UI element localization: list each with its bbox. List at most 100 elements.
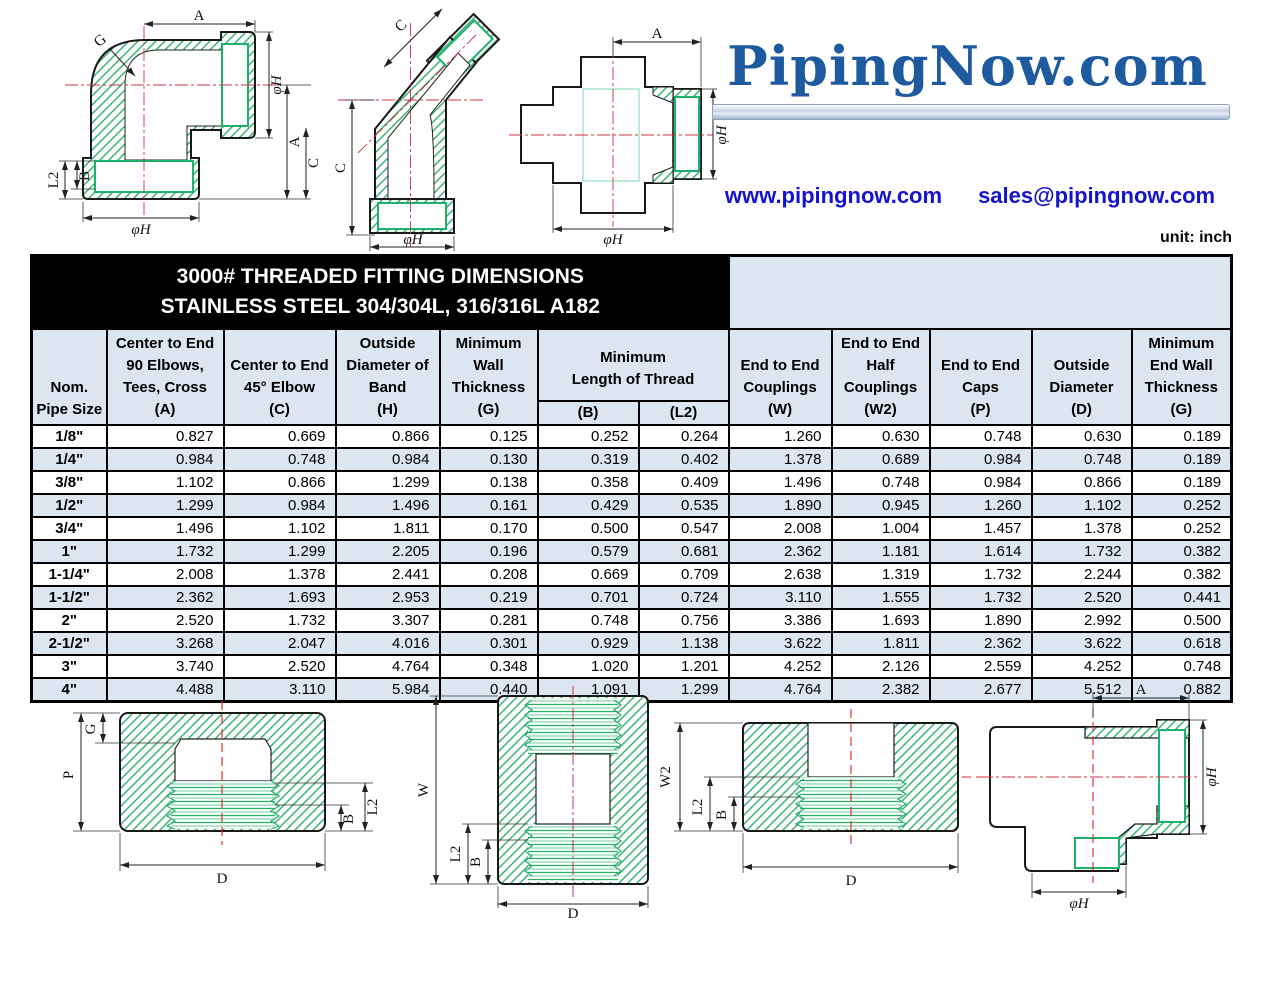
dimension-value-cell: 1.693 bbox=[830, 607, 931, 633]
dimension-value-cell: 4.764 bbox=[727, 676, 833, 703]
col-header-d: Outside Diameter (D) bbox=[1030, 327, 1133, 426]
elbow-45-bore bbox=[387, 52, 471, 200]
dimension-value-cell: 0.219 bbox=[438, 584, 539, 610]
dimension-value-cell: 0.748 bbox=[1130, 653, 1233, 679]
dimension-value-cell: 1.319 bbox=[830, 561, 931, 587]
dimension-value-cell: 0.724 bbox=[637, 584, 730, 610]
dimension-value-cell: 2.047 bbox=[222, 630, 337, 656]
dimension-value-cell: 0.748 bbox=[536, 607, 640, 633]
dimension-value-cell: 0.281 bbox=[438, 607, 539, 633]
pipe-size-cell: 3" bbox=[30, 653, 108, 679]
dimension-value-cell: 0.358 bbox=[536, 469, 640, 495]
dimension-value-cell: 0.748 bbox=[222, 446, 337, 472]
extension-lines bbox=[552, 37, 717, 233]
elbow-90-bore bbox=[124, 49, 224, 161]
dimension-value-cell: 0.748 bbox=[1030, 446, 1133, 472]
coupling-zigzag-br bbox=[612, 825, 623, 877]
dimension-value-cell: 0.252 bbox=[536, 423, 640, 449]
dimension-value-cell: 0.252 bbox=[1130, 515, 1233, 541]
dimension-value-cell: 2.362 bbox=[105, 584, 225, 610]
dimension-value-cell: 1.260 bbox=[928, 492, 1033, 518]
table-row: 2-1/2" 3.268 2.047 4.016 0.301 0.929 1.138 3.62… bbox=[30, 630, 1233, 656]
unit-label: unit: inch bbox=[1160, 229, 1232, 246]
cap-thread-zigzag-right bbox=[269, 780, 281, 830]
logo-text: PipingNow.com bbox=[727, 34, 1208, 98]
dimension-value-cell: 2.126 bbox=[830, 653, 931, 679]
dimension-value-cell: 0.866 bbox=[1030, 469, 1133, 495]
pipe-size-cell: 1-1/2" bbox=[30, 584, 108, 610]
dimension-value-cell: 1.732 bbox=[928, 561, 1033, 587]
dimension-value-cell: 1.201 bbox=[637, 653, 730, 679]
dimension-value-cell: 1.496 bbox=[105, 515, 225, 541]
dimension-value-cell: 4.252 bbox=[727, 653, 833, 679]
dim-label-w: W bbox=[416, 782, 432, 797]
extension-lines bbox=[674, 722, 959, 873]
dimension-value-cell: 0.984 bbox=[928, 469, 1033, 495]
dimension-value-cell: 2.520 bbox=[105, 607, 225, 633]
dimension-value-cell: 2.520 bbox=[1030, 584, 1133, 610]
dim-label-c-diag: C bbox=[392, 17, 410, 35]
title-row: 3000# THREADED FITTING DIMENSIONS STAINL… bbox=[30, 254, 1233, 330]
dimension-value-cell: 0.669 bbox=[222, 423, 337, 449]
dimension-value-cell: 0.984 bbox=[928, 446, 1033, 472]
website-link[interactable]: www.pipingnow.com bbox=[724, 183, 943, 208]
dim-label-b: B bbox=[468, 857, 484, 867]
dimension-value-cell: 0.170 bbox=[438, 515, 539, 541]
dimension-value-cell: 2.677 bbox=[928, 676, 1033, 703]
dimension-value-cell: 1.378 bbox=[1030, 515, 1133, 541]
table-row: 1/4" 0.984 0.748 0.984 0.130 0.319 0.402 1.378 0… bbox=[30, 446, 1233, 472]
dimension-value-cell: 0.669 bbox=[536, 561, 640, 587]
dim-label-b: B bbox=[341, 814, 357, 824]
coupling-zigzag-tl bbox=[523, 699, 534, 751]
table-title-line2: STAINLESS STEEL 304/304L, 316/316L A182 bbox=[160, 295, 600, 319]
col-header-thread: Minimum Length of Thread (B) (L2) bbox=[536, 327, 730, 426]
dimension-value-cell: 0.208 bbox=[438, 561, 539, 587]
dimension-value-cell: 0.319 bbox=[536, 446, 640, 472]
dimension-value-cell: 2.520 bbox=[222, 653, 337, 679]
dimension-value-cell: 1.004 bbox=[830, 515, 931, 541]
dimension-value-cell: 0.189 bbox=[1130, 446, 1233, 472]
dim-label-g: G bbox=[83, 723, 99, 734]
dim-label-l2: L2 bbox=[448, 846, 464, 863]
contact-links: www.pipingnow.com sales@pipingnow.com bbox=[700, 183, 1240, 209]
email-link[interactable]: sales@pipingnow.com bbox=[978, 183, 1216, 208]
dim-label-c-left: C bbox=[333, 163, 349, 173]
cap-pocket bbox=[174, 738, 272, 782]
dimension-value-cell: 0.630 bbox=[830, 423, 931, 449]
coupling-zigzag-tr bbox=[612, 699, 623, 751]
dimension-value-cell: 0.709 bbox=[637, 561, 730, 587]
dimension-value-cell: 4.764 bbox=[334, 653, 441, 679]
pipe-size-cell: 3/4" bbox=[30, 515, 108, 541]
table-row: 1/8" 0.827 0.669 0.866 0.125 0.252 0.264 1.260 0… bbox=[30, 423, 1233, 449]
dimension-value-cell: 2.992 bbox=[1030, 607, 1133, 633]
tee-right-socket bbox=[1158, 729, 1186, 823]
dim-label-a2: A bbox=[287, 136, 303, 147]
table-row: 1-1/4" 2.008 1.378 2.441 0.208 0.669 0.709 2.63… bbox=[30, 561, 1233, 587]
dimension-value-cell: 0.161 bbox=[438, 492, 539, 518]
dimension-value-cell: 0.618 bbox=[1130, 630, 1233, 656]
dimension-value-cell: 2.205 bbox=[334, 538, 441, 564]
dimension-value-cell: 1.496 bbox=[727, 469, 833, 495]
col-header-w: End to End Couplings (W) bbox=[727, 327, 833, 426]
pipe-size-cell: 2" bbox=[30, 607, 108, 633]
dimension-value-cell: 0.579 bbox=[536, 538, 640, 564]
dimension-value-cell: 1.693 bbox=[222, 584, 337, 610]
dimension-value-cell: 3.268 bbox=[105, 630, 225, 656]
dimension-value-cell: 1.732 bbox=[222, 607, 337, 633]
dimension-value-cell: 0.748 bbox=[928, 423, 1033, 449]
dimension-value-cell: 1.020 bbox=[536, 653, 640, 679]
col-header-c: Center to End 45° Elbow (C) bbox=[222, 327, 337, 426]
dimension-value-cell: 0.382 bbox=[1130, 561, 1233, 587]
dimension-value-cell: 1.732 bbox=[928, 584, 1033, 610]
dimension-value-cell: 0.827 bbox=[105, 423, 225, 449]
table-title-line1: 3000# THREADED FITTING DIMENSIONS bbox=[176, 265, 584, 288]
dim-label-g: G bbox=[91, 31, 110, 50]
dimension-value-cell: 0.630 bbox=[1030, 423, 1133, 449]
dimension-value-cell: 1.811 bbox=[334, 515, 441, 541]
pipe-size-cell: 1/2" bbox=[30, 492, 108, 518]
dimension-value-cell: 0.382 bbox=[1130, 538, 1233, 564]
dim-label-d: D bbox=[568, 906, 579, 922]
col-header-p: End to End Caps (P) bbox=[928, 327, 1033, 426]
dimension-value-cell: 0.689 bbox=[830, 446, 931, 472]
dim-label-phih-right: φH bbox=[714, 124, 730, 144]
